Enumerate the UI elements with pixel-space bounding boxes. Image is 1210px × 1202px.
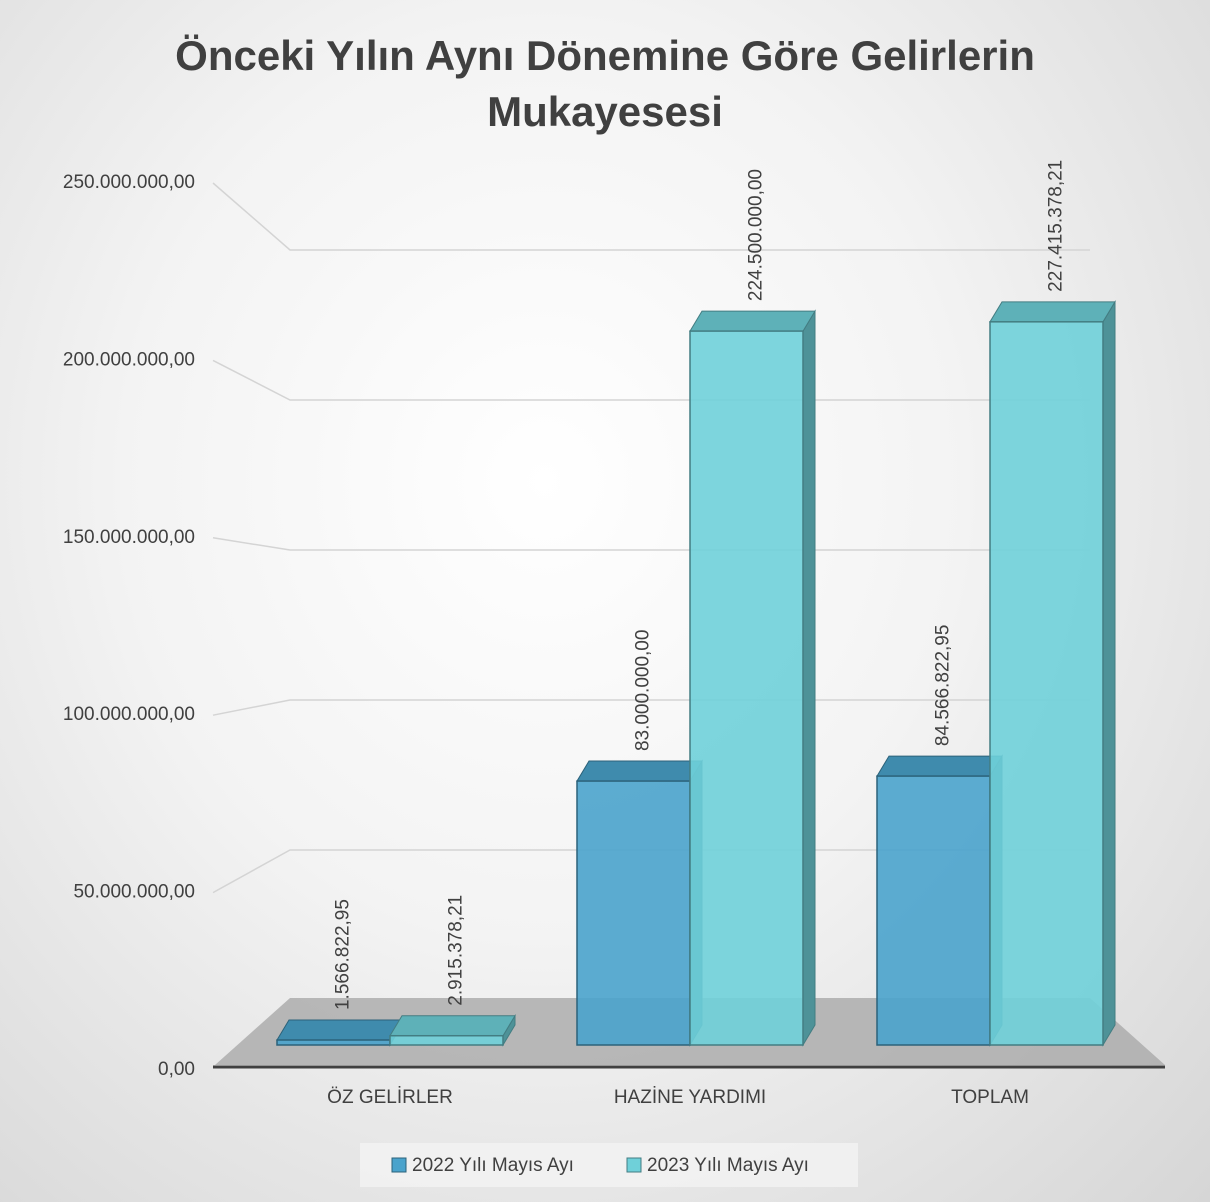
legend: 2022 Yılı Mayıs Ayı 2023 Yılı Mayıs Ayı [360, 1143, 858, 1187]
y-tick-label: 250.000.000,00 [63, 172, 195, 193]
data-label: 83.000.000,00 [633, 630, 654, 752]
y-tick-label: 0,00 [158, 1059, 195, 1080]
bar [989, 321, 1104, 1046]
bar-side [1102, 300, 1116, 1047]
data-label: 224.500.000,00 [746, 169, 767, 301]
legend-label: 2023 Yılı Mayıs Ayı [647, 1155, 809, 1176]
data-label: 1.566.822,95 [333, 899, 354, 1010]
x-tick-label: ÖZ GELİRLER [327, 1087, 453, 1108]
grid-line [212, 537, 1090, 551]
data-label: 227.415.378,21 [1046, 160, 1067, 292]
bar-side [802, 309, 816, 1047]
legend-swatch [626, 1157, 642, 1173]
grid-line [212, 359, 1090, 401]
grid-line [212, 849, 1090, 894]
bar-top [389, 1015, 516, 1037]
legend-swatch [391, 1157, 407, 1173]
y-tick-label: 150.000.000,00 [63, 527, 195, 548]
legend-label: 2022 Yılı Mayıs Ayı [412, 1155, 574, 1176]
grid-line [212, 699, 1090, 716]
x-tick-label: HAZİNE YARDIMI [614, 1087, 766, 1108]
y-tick-label: 200.000.000,00 [63, 349, 195, 370]
bar [689, 330, 804, 1046]
bar [576, 780, 691, 1046]
bar-top [876, 755, 1003, 777]
grid-line [212, 182, 1090, 251]
bar [876, 775, 991, 1046]
data-label: 2.915.378,21 [446, 895, 467, 1006]
y-tick-label: 100.000.000,00 [63, 704, 195, 725]
bar-top [576, 760, 703, 782]
data-label: 84.566.822,95 [933, 625, 954, 747]
chart-title: Önceki Yılın Aynı Dönemine Göre Gelirler… [175, 32, 1035, 135]
legend-box [360, 1143, 858, 1187]
bar [389, 1034, 504, 1046]
y-tick-label: 50.000.000,00 [73, 882, 195, 903]
x-tick-label: TOPLAM [951, 1087, 1029, 1108]
bar-top [276, 1019, 403, 1041]
bar-top [689, 310, 816, 332]
bar-top [989, 301, 1116, 323]
bar [276, 1039, 391, 1046]
